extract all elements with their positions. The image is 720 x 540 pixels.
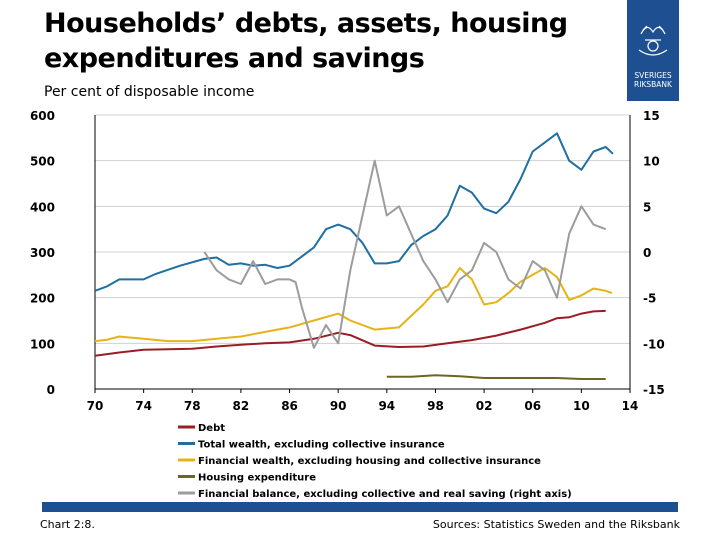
y-tick-label-right: 15 <box>643 109 660 123</box>
x-tick-label: 82 <box>233 399 250 413</box>
footer-bar <box>42 502 678 512</box>
series-line-1 <box>94 309 606 357</box>
legend-label: Debt <box>198 423 225 434</box>
y-tick-label-right: 5 <box>643 200 651 214</box>
y-tick-label-right: 0 <box>643 246 651 260</box>
x-tick-label: 98 <box>427 399 444 413</box>
y-tick-label-left: 500 <box>30 155 55 169</box>
y-tick-label-left: 200 <box>30 292 55 306</box>
legend-label: Total wealth, excluding collective insur… <box>198 440 445 451</box>
x-tick-label: 74 <box>135 399 152 413</box>
y-tick-label-right: -5 <box>643 292 656 306</box>
y-tick-label-left: 100 <box>30 337 55 351</box>
y-tick-label-right: 10 <box>643 155 660 169</box>
y-tick-label-left: 0 <box>47 383 55 397</box>
y-tick-label-left: 400 <box>30 200 55 214</box>
logo-text-line2: RIKSBANK <box>634 80 673 89</box>
chart-number: Chart 2:8. <box>40 518 95 531</box>
chart-subtitle: Per cent of disposable income <box>44 84 255 100</box>
x-tick-label: 02 <box>476 399 493 413</box>
series-line-4 <box>386 374 606 380</box>
riksbank-logo: SVERIGES RIKSBANK <box>627 0 679 101</box>
x-tick-label: 94 <box>378 399 395 413</box>
legend-label: Housing expenditure <box>198 473 316 484</box>
y-tick-label-left: 300 <box>30 246 55 260</box>
y-tick-label-right: -10 <box>643 337 665 351</box>
y-tick-label-left: 600 <box>30 109 55 123</box>
legend-label: Financial balance, excluding collective … <box>198 489 572 500</box>
series-line-2 <box>94 132 614 292</box>
series-line-3 <box>94 267 613 343</box>
x-tick-label: 06 <box>524 399 541 413</box>
logo-text-line1: SVERIGES <box>634 71 672 80</box>
line-chart: 0 100 200 300 400 500 600 -15 -10 -5 0 5 10 15 70 74 78 8… <box>30 109 665 500</box>
y-tick-label-right: -15 <box>643 383 665 397</box>
crown-emblem-icon <box>638 25 668 56</box>
page-title: Households’ debts, assets, housing expen… <box>44 8 568 74</box>
series-line-5 <box>203 159 607 349</box>
x-tick-label: 10 <box>573 399 590 413</box>
legend-label: Financial wealth, excluding housing and … <box>198 456 541 467</box>
x-tick-label: 70 <box>87 399 104 413</box>
x-tick-label: 86 <box>281 399 298 413</box>
x-tick-label: 90 <box>330 399 347 413</box>
sources-note: Sources: Statistics Sweden and the Riksb… <box>432 518 680 531</box>
x-tick-label: 14 <box>622 399 639 413</box>
x-tick-label: 78 <box>184 399 201 413</box>
